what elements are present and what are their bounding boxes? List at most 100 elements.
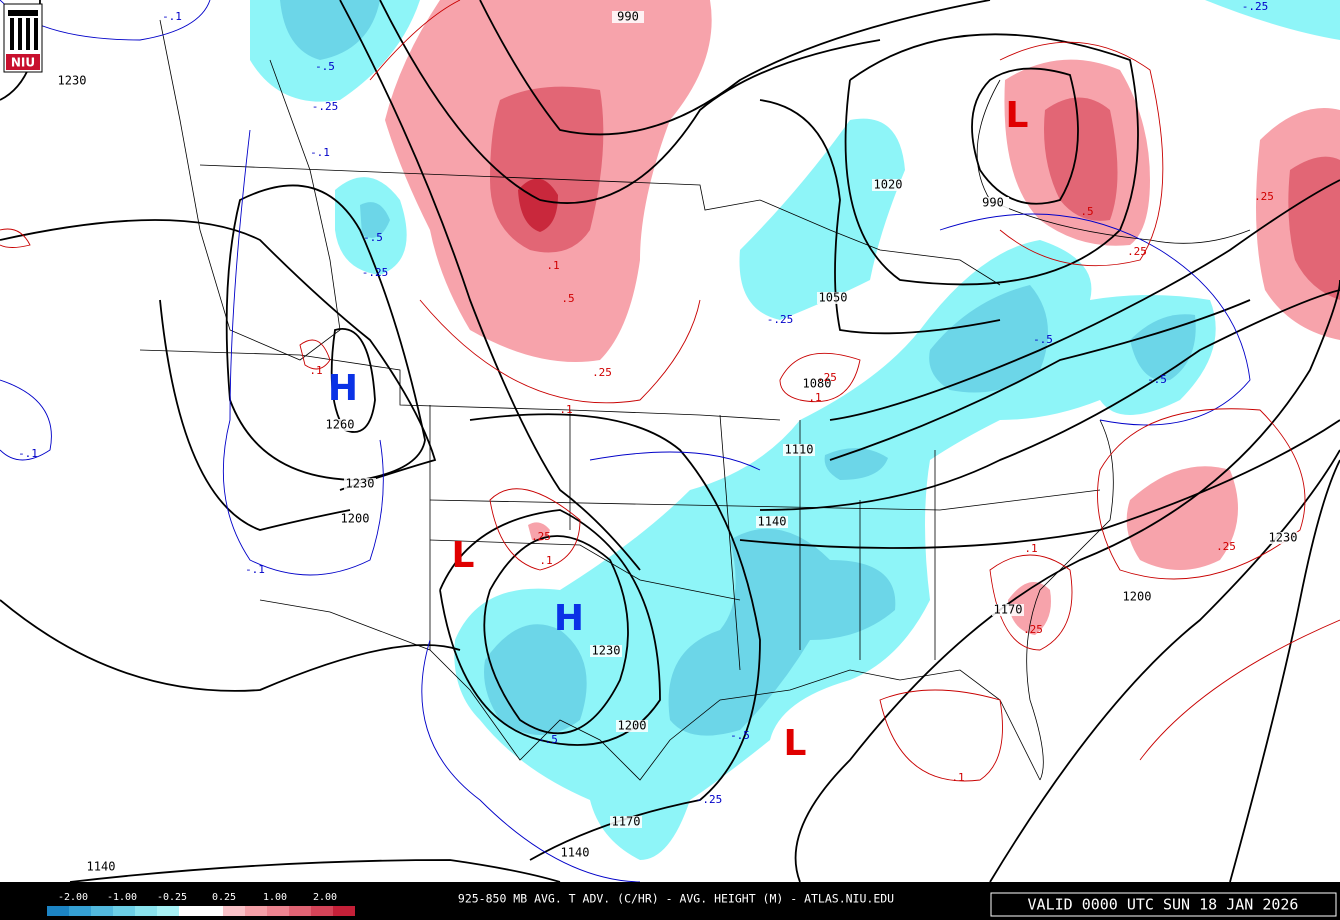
label-backdrop	[559, 847, 591, 859]
height-label: 1140	[87, 860, 116, 874]
height-label: 1230	[346, 477, 375, 491]
advection-label: -.5	[730, 729, 750, 742]
advection-label: .25	[1023, 623, 1043, 636]
advection-label: .25	[1127, 245, 1147, 258]
label-backdrop	[801, 378, 833, 390]
colorbar-swatch	[245, 906, 267, 916]
label-backdrop	[344, 478, 376, 490]
height-label: 1200	[618, 719, 647, 733]
height-label: 1170	[994, 603, 1023, 617]
colorbar-swatch	[179, 906, 201, 916]
advection-label: -.5	[363, 231, 383, 244]
label-backdrop	[872, 179, 904, 191]
label-backdrop	[977, 197, 1009, 209]
label-backdrop	[992, 604, 1024, 616]
pressure-center: L	[784, 723, 807, 764]
colorbar-swatch	[113, 906, 135, 916]
advection-label: .25	[817, 371, 837, 384]
warm-advection-strongest	[518, 178, 558, 232]
height-label: 1170	[612, 815, 641, 829]
label-backdrop	[610, 816, 642, 828]
colorbar-swatch	[201, 906, 223, 916]
height-label: 1140	[758, 515, 787, 529]
advection-label: .5	[1080, 205, 1093, 218]
advection-label: -.1	[162, 10, 182, 23]
colorbar-swatch	[157, 906, 179, 916]
height-label: 1200	[1123, 590, 1152, 604]
advection-label: .1	[309, 364, 322, 377]
colorbar-swatch	[333, 906, 355, 916]
colorbar-swatch	[135, 906, 157, 916]
advection-label: .25	[592, 366, 612, 379]
height-label: 1200	[341, 512, 370, 526]
height-label: 1260	[326, 418, 355, 432]
advection-label: -.25	[362, 266, 389, 279]
label-backdrop	[756, 516, 788, 528]
advection-label: .25	[1216, 540, 1236, 553]
height-label: 1050	[819, 291, 848, 305]
valid-box	[990, 892, 1337, 917]
advection-label: .1	[1024, 542, 1037, 555]
label-backdrop	[783, 444, 815, 456]
pressure-center: L	[452, 535, 475, 576]
advection-label: .1	[539, 554, 552, 567]
height-label: 1230	[1269, 531, 1298, 545]
colorbar-label: -2.00	[58, 892, 88, 903]
label-backdrop	[324, 419, 356, 431]
advection-label: -.25	[767, 313, 794, 326]
colorbar-swatch	[91, 906, 113, 916]
advection-label: .1	[951, 771, 964, 784]
height-label: 990	[982, 196, 1004, 210]
advection-label: .25	[1254, 190, 1274, 203]
colorbar-label: -1.00	[107, 892, 137, 903]
colorbar: -2.00 -1.00 -0.25 0.25 1.00 2.00	[47, 892, 355, 916]
advection-label: .25	[531, 530, 551, 543]
advection-label: -.5	[1147, 373, 1167, 386]
valid-time: VALID 0000 UTC SUN 18 JAN 2026	[1028, 896, 1299, 914]
height-label: 1080	[803, 377, 832, 391]
advection-label: .1	[559, 403, 572, 416]
colorbar-swatch	[69, 906, 91, 916]
height-label: 1230	[592, 644, 621, 658]
label-backdrop	[817, 292, 849, 304]
footer-title: 925-850 MB AVG. T ADV. (C/HR) - AVG. HEI…	[458, 892, 894, 906]
colorbar-swatch	[47, 906, 69, 916]
colorbar-label: -0.25	[157, 892, 187, 903]
logo-text: NIU	[11, 56, 35, 70]
advection-label: -.1	[18, 447, 38, 460]
advection-label: -.25	[1242, 0, 1269, 13]
advection-label: -.5	[315, 60, 335, 73]
height-label: 1140	[561, 846, 590, 860]
label-backdrop	[56, 75, 88, 87]
label-backdrop	[590, 645, 622, 657]
label-backdrop	[339, 513, 371, 525]
colorbar-label: 2.00	[313, 892, 337, 903]
label-backdrop	[1121, 591, 1153, 603]
colorbar-swatch	[223, 906, 245, 916]
advection-label: -.5	[1033, 333, 1053, 346]
cold-advection-strong	[280, 0, 1196, 736]
height-label: 1020	[874, 178, 903, 192]
pressure-center: H	[554, 598, 584, 639]
advection-label: -.5	[538, 733, 558, 746]
colorbar-label: 0.25	[212, 892, 236, 903]
niu-logo: NIU	[3, 3, 43, 73]
label-backdrop	[85, 861, 117, 873]
advection-label: -.1	[310, 146, 330, 159]
advection-label: -.1	[245, 563, 265, 576]
colorbar-swatch	[267, 906, 289, 916]
pressure-center: L	[1006, 95, 1029, 136]
height-label: 1110	[785, 443, 814, 457]
colorbar-label: 1.00	[263, 892, 287, 903]
label-backdrop	[1267, 532, 1299, 544]
advection-label: .1	[808, 391, 821, 404]
height-label: 990	[617, 10, 639, 24]
label-backdrop	[616, 720, 648, 732]
advection-label: -.25	[696, 793, 723, 806]
label-backdrop	[612, 11, 644, 23]
advection-label: .1	[546, 259, 559, 272]
map-labels: 990 1230 1020 990 1050 1080 1260 1110 1230 1200 11…	[18, 0, 1299, 874]
warm-advection-strong	[490, 86, 1340, 300]
colorbar-swatch	[289, 906, 311, 916]
